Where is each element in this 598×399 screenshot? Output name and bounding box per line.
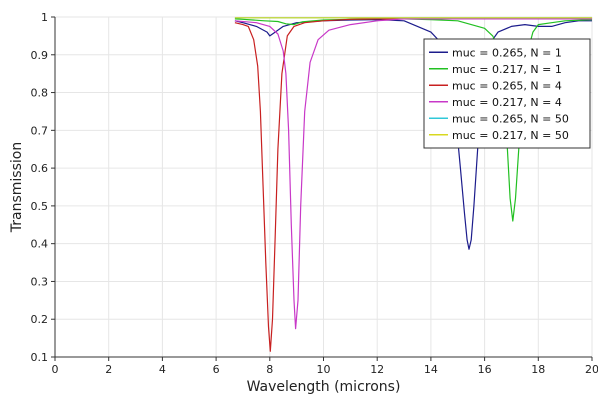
- y-tick-label: 0.6: [31, 162, 49, 175]
- x-tick-label: 0: [52, 363, 59, 376]
- legend-label: muc = 0.265, N = 1: [452, 46, 562, 59]
- legend-label: muc = 0.217, N = 4: [452, 96, 562, 109]
- y-tick-label: 0.7: [31, 124, 49, 137]
- y-tick-label: 0.8: [31, 87, 49, 100]
- y-axis-label: Transmission: [9, 142, 25, 233]
- x-tick-label: 10: [317, 363, 331, 376]
- y-tick-label: 0.3: [31, 275, 49, 288]
- legend-box: [423, 38, 591, 149]
- x-tick-label: 2: [105, 363, 112, 376]
- x-tick-label: 16: [478, 363, 492, 376]
- y-tick-label: 0.9: [31, 49, 49, 62]
- series-line: [234, 18, 592, 330]
- x-tick-label: 14: [424, 363, 438, 376]
- x-tick-label: 12: [370, 363, 384, 376]
- x-tick-label: 4: [159, 363, 166, 376]
- y-tick-label: 1: [41, 11, 48, 24]
- x-tick-label: 18: [531, 363, 545, 376]
- legend-label: muc = 0.265, N = 4: [452, 79, 562, 92]
- x-tick-label: 6: [213, 363, 220, 376]
- x-tick-label: 20: [585, 363, 598, 376]
- legend-label: muc = 0.217, N = 1: [452, 63, 562, 76]
- x-axis-label: Wavelength (microns): [247, 379, 401, 395]
- series-line: [234, 18, 592, 352]
- y-tick-label: 0.2: [31, 313, 49, 326]
- y-tick-label: 0.4: [31, 238, 49, 251]
- legend: muc = 0.265, N = 1 muc = 0.217, N = 1 muc …: [423, 38, 591, 149]
- axes: [51, 16, 593, 361]
- y-tick-label: 0.5: [31, 200, 49, 213]
- legend-label: muc = 0.265, N = 50: [452, 112, 569, 125]
- x-tick-label: 8: [266, 363, 273, 376]
- y-tick-label: 0.1: [31, 351, 49, 364]
- tick-labels: 0 2 4 6 8 10 12 14 16 18 20 0.1 0.2 0.3 0.4 0.5 0.6 0.7 0.…: [31, 11, 598, 376]
- legend-label: muc = 0.217, N = 50: [452, 129, 569, 142]
